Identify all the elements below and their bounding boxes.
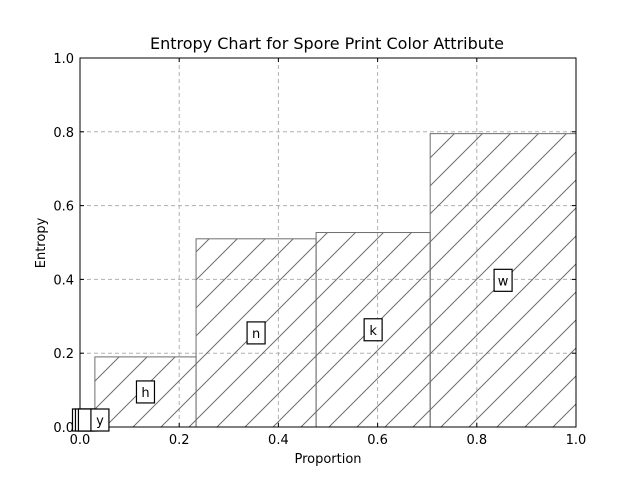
bar-label-y: y	[90, 408, 110, 432]
y-tick-label: 0.4	[53, 273, 74, 288]
y-tick-label: 0.2	[53, 347, 74, 362]
bar-label-k: k	[363, 318, 383, 342]
bar-label-text: h	[141, 386, 149, 401]
bar-label-text: n	[252, 327, 260, 342]
x-axis-label: Proportion	[294, 452, 361, 467]
bar-label-text: y	[96, 414, 104, 429]
bar-label-h: h	[135, 380, 156, 404]
bar-label-box	[135, 380, 156, 404]
bar-label-text: k	[369, 324, 377, 339]
bar-label-w: w	[493, 268, 513, 292]
bar-label-box	[90, 408, 110, 432]
bar-label-text: w	[498, 274, 509, 289]
y-tick-label: 0.8	[53, 126, 74, 141]
bar-label-n: n	[246, 321, 266, 345]
y-tick-label: 0.6	[53, 200, 74, 215]
y-tick-label: 1.0	[53, 52, 74, 67]
bar-label-box	[363, 318, 383, 342]
bar-label-box	[493, 268, 513, 292]
y-tick-label: 0.0	[53, 421, 74, 436]
x-tick-label: 0.4	[268, 433, 289, 448]
bar-label-box	[246, 321, 266, 345]
y-axis-ticks: 0.0 0.2 0.4 0.6 0.8 1.0	[53, 52, 576, 436]
x-tick-label: 0.2	[169, 433, 190, 448]
plot-frame	[79, 57, 577, 428]
x-tick-label: 0.8	[466, 433, 487, 448]
x-tick-label: 0.0	[70, 433, 91, 448]
x-tick-label: 1.0	[566, 433, 587, 448]
x-tick-label: 0.6	[367, 433, 388, 448]
bar-labels-group: y h n k w	[71, 268, 513, 432]
chart-title: Entropy Chart for Spore Print Color Attr…	[150, 34, 504, 53]
y-axis-label: Entropy	[34, 217, 49, 268]
